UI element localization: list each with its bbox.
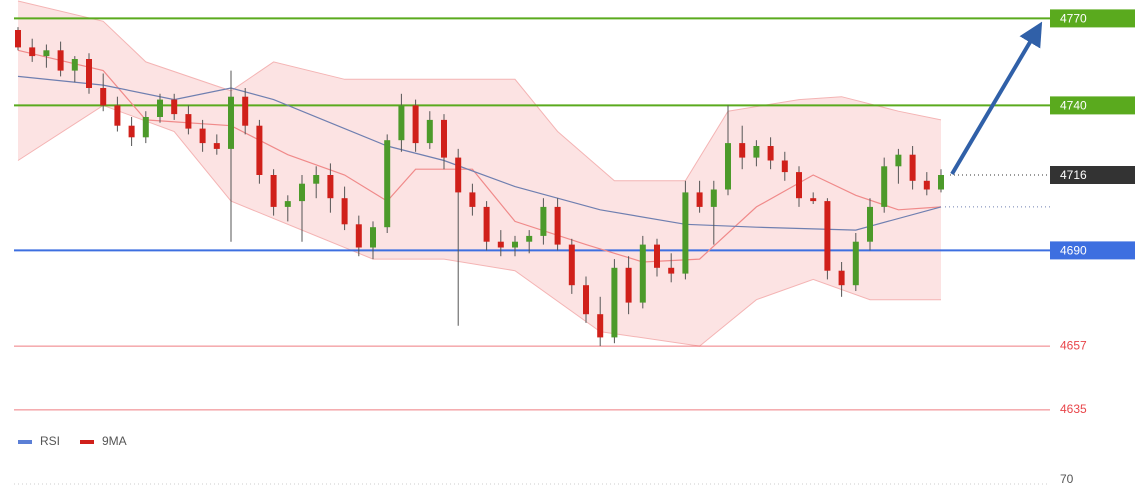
candle-body [895,154,902,167]
candle-body [497,241,504,248]
candle-body [128,125,135,138]
candle-body [57,50,64,71]
candle-body [540,206,547,236]
candle-body [100,88,107,106]
candle-body [142,117,149,138]
candle-body [469,192,476,207]
candle-body [384,140,391,228]
candle-body [583,285,589,315]
candle-body [228,96,234,149]
candle-body [938,175,944,190]
candle-body [299,183,305,202]
candle-body [455,157,462,193]
candle-body [668,267,675,274]
level-box [1050,9,1135,28]
label-layer: 4770 4740 4716 4690 4657 4635 [1050,9,1135,416]
legend-swatch [18,440,32,444]
candle-body [852,241,859,286]
candle-body [824,201,831,271]
candle-body [654,244,660,268]
candle-body [171,99,178,115]
legend-swatch [80,440,94,444]
candle-body [355,224,362,248]
rsi-tick-label: 70 [1060,472,1074,486]
level-label: 4740 [1060,99,1087,113]
candle-body [256,125,263,175]
candle-body [796,172,802,199]
candle-body [86,59,92,88]
level-box [1050,96,1135,115]
candle-body [15,30,21,48]
candle-body [554,206,561,245]
candle-body [725,143,731,190]
level-label: 4770 [1060,12,1087,26]
candle-body [838,270,845,286]
rsi-pane: RSI 9MA 70 [14,434,1074,486]
candle-body [625,267,632,303]
candle-body [199,128,206,144]
candle-body [43,50,50,57]
candle-body [767,146,774,161]
candle-body [512,241,518,248]
level-box [1050,166,1135,184]
legend-label: RSI [40,434,60,448]
level-box [1050,241,1135,260]
candle-body [639,244,646,303]
candle-body [710,189,717,207]
candle-body [242,96,249,126]
candle-body [781,160,788,173]
candle-body [881,166,888,207]
candle-body [597,314,604,338]
candle-body [270,175,277,207]
candle-body [412,105,419,144]
level-label: 4690 [1060,244,1087,258]
candle-body [739,143,746,158]
forecast-arrow [950,21,1043,176]
candle-body [157,99,163,117]
band-edge [17,104,941,347]
candle-body [696,192,703,207]
candle-body [341,198,348,225]
level-label: 4635 [1060,402,1087,416]
candle-body [568,244,575,286]
candle-body [370,227,376,248]
candle-body [909,154,916,181]
candle-body [398,105,405,141]
level-layer [14,17,1050,411]
candle-body [810,198,817,202]
legend-label: 9MA [102,434,127,448]
candle-body [327,175,334,199]
candle-body [213,143,220,149]
candle-body [441,119,447,158]
candle-body [526,235,533,242]
candle-body [29,47,36,57]
candle-body [682,192,689,274]
moving-average [17,49,942,263]
candle-body [185,114,192,129]
candle-body [483,206,490,242]
candle-body [611,267,618,338]
candle-body [71,59,78,71]
candle-body [426,119,433,144]
level-label: 4657 [1060,338,1087,352]
candle-body [867,206,873,242]
candle-body [923,180,930,190]
candle-body [114,105,121,126]
candle-body [284,201,291,207]
level-label: 4716 [1060,168,1087,182]
candle-body [313,175,320,184]
candle-body [753,146,760,158]
candle-layer [15,27,944,347]
